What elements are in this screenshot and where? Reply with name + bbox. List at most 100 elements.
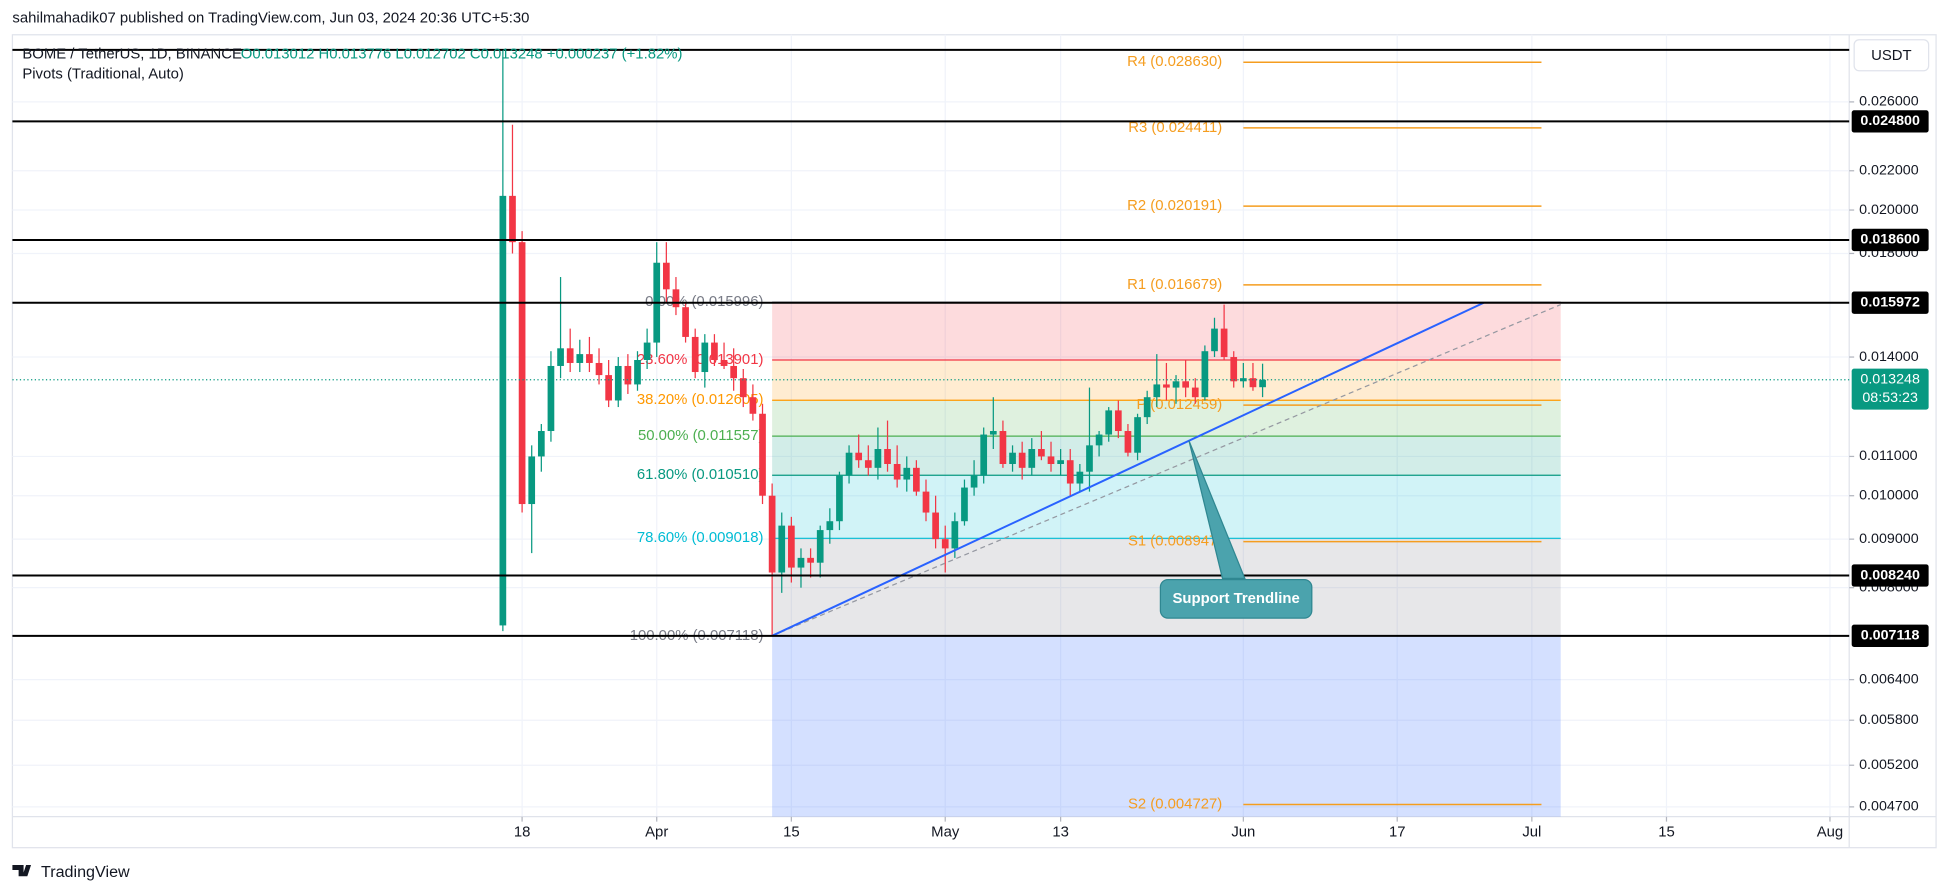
last-price-label: 0.013248 (1860, 372, 1920, 388)
level-price-tag (1851, 564, 1929, 587)
candle-body (547, 365, 555, 432)
x-tick-label: 15 (783, 825, 800, 841)
y-tick-label: 0.026000 (1859, 94, 1919, 110)
candle-body (528, 456, 536, 505)
candle-body (989, 431, 997, 435)
candle-body (672, 289, 680, 308)
candle-body (682, 307, 689, 337)
candle-body (720, 359, 728, 366)
candle-body (1038, 449, 1045, 457)
candle-body (537, 431, 545, 457)
x-tick-label: Apr (645, 825, 668, 841)
level-price-label: 0.008240 (1860, 567, 1920, 583)
candle-body (913, 467, 920, 492)
chart-frame (11, 34, 1937, 849)
candle-body (739, 378, 747, 398)
candle-body (1211, 328, 1218, 352)
candle-body (605, 375, 612, 401)
y-tick-label: 0.022000 (1859, 163, 1919, 179)
candle-body (855, 452, 863, 461)
brand-logo (12, 865, 32, 877)
candle-body (826, 521, 834, 531)
level-price-label: 0.015972 (1860, 294, 1920, 310)
fib-level-label: 61.80% (0.010510) (637, 467, 764, 483)
indicator-name: Pivots (Traditional, Auto) (22, 66, 184, 82)
pivot-layer: R4 (0.028630) R3 (0.024411) R2 (0.020191) R… (1127, 54, 1542, 812)
y-tick-label: 0.014000 (1859, 349, 1919, 365)
level-price-label: 0.007118 (1861, 628, 1920, 644)
candle-body (961, 487, 968, 522)
candle-body (711, 342, 718, 360)
candle-body (797, 557, 805, 568)
candle-body (768, 495, 776, 573)
candle-body (1191, 387, 1199, 398)
fib-band (772, 302, 1561, 360)
candle-body (643, 342, 651, 360)
candle-body (922, 491, 930, 513)
candle-body (662, 262, 670, 290)
level-price-tag (1851, 624, 1929, 647)
level-price-label: 0.024800 (1860, 113, 1920, 129)
candle-body (518, 242, 526, 505)
candle-body (1134, 417, 1141, 453)
fib-layer: 0.00% (0.015996)23.60% (0.013901)38.20% … (630, 294, 1561, 817)
candle-body (624, 365, 632, 385)
x-tick-label: 17 (1389, 825, 1406, 841)
fib-level-label: 23.60% (0.013901) (637, 352, 764, 368)
pivot-label: S2 (0.004727) (1128, 796, 1222, 812)
price-axis-unit[interactable]: USDT (1871, 48, 1912, 64)
candle-body (864, 460, 872, 468)
unit-button[interactable] (1853, 39, 1930, 72)
y-tick-label: 0.005800 (1859, 712, 1919, 728)
annotation-box (1159, 578, 1313, 619)
candle-body (1163, 384, 1170, 388)
candle-body (1249, 378, 1257, 388)
brand-text: TradingView (41, 863, 130, 881)
y-tick-label: 0.020000 (1859, 202, 1919, 218)
x-tick-label: 18 (514, 825, 531, 841)
candle-body (845, 452, 853, 476)
x-tick-label: 13 (1052, 825, 1069, 841)
x-tick-label: 15 (1658, 825, 1675, 841)
candle-body (999, 431, 1007, 464)
fib-level-label: 50.00% (0.011557) (638, 428, 763, 444)
candle-body (874, 449, 882, 468)
candle-body (749, 397, 757, 414)
dashed-trendline (771, 304, 1561, 637)
candle-body (778, 525, 786, 573)
candle-body (1057, 460, 1064, 464)
candle-body (1018, 452, 1026, 468)
fib-extension-band (772, 635, 1561, 817)
candle-body (1143, 397, 1151, 418)
fib-band (772, 400, 1561, 437)
candle-body (586, 354, 593, 363)
countdown-label: 08:53:23 (1862, 390, 1918, 406)
candle-body (1239, 378, 1247, 382)
candle-body (1066, 460, 1074, 484)
candle-body (1086, 445, 1093, 472)
pivot-label: R4 (0.028630) (1127, 54, 1222, 70)
y-tick-label: 0.009000 (1859, 531, 1919, 547)
candle-body (1114, 410, 1122, 432)
candle-body (499, 195, 507, 626)
candle-body (730, 365, 738, 379)
y-tick-label: 0.006400 (1859, 671, 1919, 687)
candle-body (951, 521, 959, 549)
level-price-tag (1851, 228, 1929, 252)
candle-body (807, 557, 814, 563)
y-tick-label: 0.005200 (1859, 757, 1919, 773)
candle-body (759, 413, 766, 496)
candle-body (509, 195, 516, 243)
candle-body (903, 467, 911, 480)
candle-body (691, 336, 699, 373)
support-trendline (771, 301, 1485, 637)
y-tick-label: 0.011000 (1859, 448, 1918, 464)
x-tick-label: Jul (1522, 825, 1541, 841)
candle-body (893, 463, 901, 480)
candle-body (576, 354, 584, 363)
line-layer (12, 48, 1850, 637)
candle-body (980, 434, 988, 476)
candle-body (614, 365, 622, 401)
